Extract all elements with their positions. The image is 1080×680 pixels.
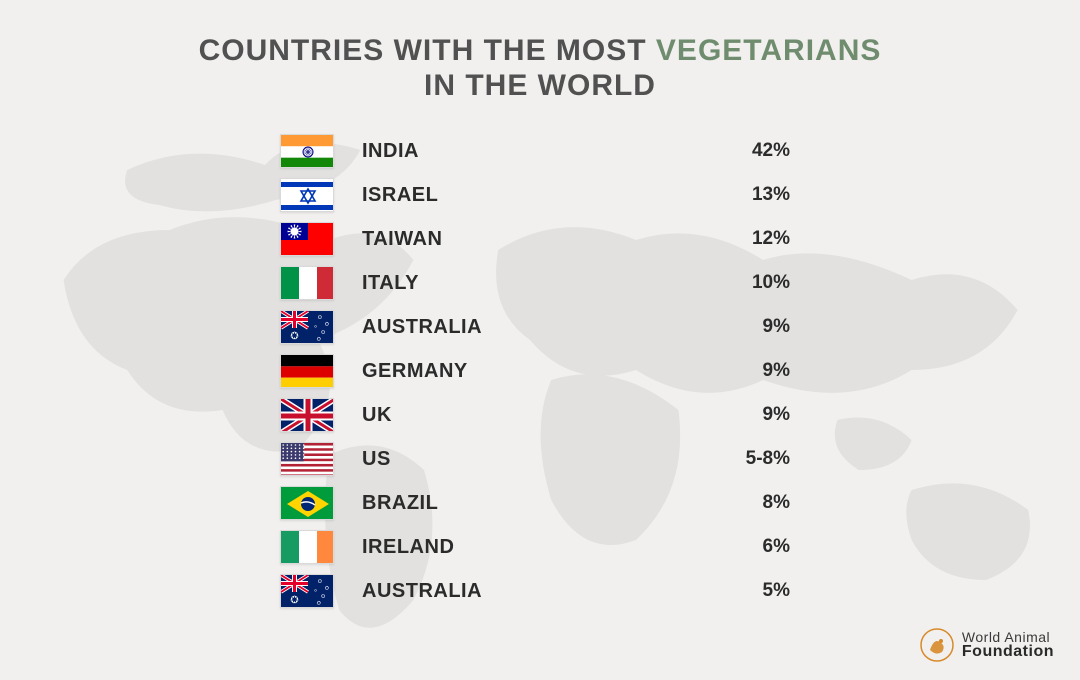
india-flag-icon [280, 134, 334, 168]
country-label: AUSTRALIA [334, 316, 584, 339]
country-label: TAIWAN [334, 228, 584, 251]
country-label: ITALY [334, 272, 584, 295]
country-pct: 5% [584, 580, 800, 602]
country-row: INDIA42% [280, 129, 800, 173]
country-row: UK9% [280, 393, 800, 437]
country-row: ISRAEL13% [280, 173, 800, 217]
country-pct: 9% [584, 360, 800, 382]
title-highlight: VEGETARIANS [656, 34, 881, 67]
infographic-canvas: COUNTRIES WITH THE MOST VEGETARIANS IN T… [0, 0, 1080, 680]
country-label: ISRAEL [334, 184, 584, 207]
logo-icon [920, 628, 954, 662]
country-row: AUSTRALIA9% [280, 305, 800, 349]
country-label: BRAZIL [334, 492, 584, 515]
ireland-flag-icon [280, 530, 334, 564]
country-pct: 8% [584, 492, 800, 514]
country-row: US5-8% [280, 437, 800, 481]
logo-line1: World Animal [962, 630, 1054, 644]
country-label: GERMANY [334, 360, 584, 383]
country-pct: 9% [584, 404, 800, 426]
title-prefix: COUNTRIES WITH THE MOST [199, 34, 656, 67]
country-pct: 6% [584, 536, 800, 558]
australia-flag-icon [280, 310, 334, 344]
country-pct: 9% [584, 316, 800, 338]
country-label: IRELAND [334, 536, 584, 559]
country-row: GERMANY9% [280, 349, 800, 393]
country-label: AUSTRALIA [334, 580, 584, 603]
country-label: INDIA [334, 140, 584, 163]
germany-flag-icon [280, 354, 334, 388]
country-row: TAIWAN12% [280, 217, 800, 261]
country-row: AUSTRALIA5% [280, 569, 800, 613]
country-pct: 13% [584, 184, 800, 206]
italy-flag-icon [280, 266, 334, 300]
country-row: ITALY10% [280, 261, 800, 305]
country-list: INDIA42%ISRAEL13%TAIWAN12%ITALY10%AUSTRA… [280, 129, 800, 613]
israel-flag-icon [280, 178, 334, 212]
taiwan-flag-icon [280, 222, 334, 256]
footer-logo: World Animal Foundation [920, 628, 1054, 662]
logo-line2: Foundation [962, 644, 1054, 660]
country-label: UK [334, 404, 584, 427]
australia-flag-icon [280, 574, 334, 608]
country-label: US [334, 448, 584, 471]
page-title: COUNTRIES WITH THE MOST VEGETARIANS IN T… [0, 0, 1080, 103]
brazil-flag-icon [280, 486, 334, 520]
us-flag-icon [280, 442, 334, 476]
country-row: IRELAND6% [280, 525, 800, 569]
title-line2: IN THE WORLD [0, 69, 1080, 104]
country-pct: 42% [584, 140, 800, 162]
logo-text: World Animal Foundation [962, 630, 1054, 660]
uk-flag-icon [280, 398, 334, 432]
country-pct: 12% [584, 228, 800, 250]
country-pct: 5-8% [584, 448, 800, 470]
country-row: BRAZIL8% [280, 481, 800, 525]
country-pct: 10% [584, 272, 800, 294]
